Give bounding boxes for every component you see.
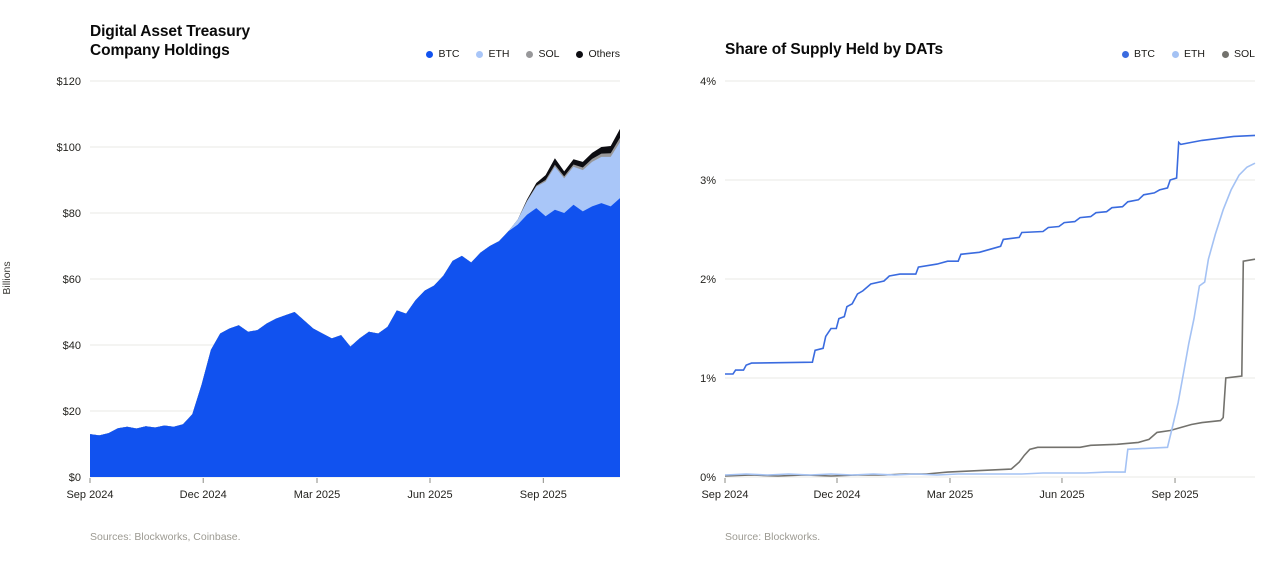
y-tick-label: $60 — [63, 274, 81, 286]
holdings-plot: $0 $20 $40 $60 $80 $100 $120 Sep 2024 Dec 2024 Ma… — [57, 76, 620, 501]
x-tick-label: Mar 2025 — [294, 489, 340, 501]
x-tick-label: Dec 2024 — [813, 489, 860, 501]
y-tick-label: $40 — [63, 340, 81, 352]
sol-line — [724, 258, 1256, 477]
share-of-supply-legend: BTC ETH SOL — [1121, 48, 1255, 60]
share-of-supply-plot: 0% 1% 2% 3% 4% Sep 2024 Dec 2024 Mar 2025 Jun 20… — [700, 76, 1256, 501]
x-tick-label: Dec 2024 — [180, 489, 227, 501]
legend-label-eth: ETH — [488, 48, 510, 60]
share-of-supply-source-note: Source: Blockworks. — [725, 531, 821, 543]
legend-item-others: Others — [576, 48, 620, 60]
legend-item-eth: ETH — [1171, 48, 1205, 60]
x-tick-label: Sep 2024 — [66, 489, 113, 501]
x-tick-label: Jun 2025 — [407, 489, 452, 501]
btc-legend-dot-icon — [1121, 50, 1129, 58]
legend-label-btc: BTC — [1133, 48, 1155, 60]
eth-legend-dot-icon — [1171, 50, 1179, 58]
sol-legend-dot-icon — [1221, 50, 1229, 58]
y-tick-label: 3% — [700, 175, 716, 187]
eth-legend-dot-icon — [476, 50, 484, 58]
legend-item-btc: BTC — [1121, 48, 1155, 60]
y-tick-label: 2% — [700, 274, 716, 286]
legend-label-others: Others — [588, 48, 620, 60]
y-tick-label: 0% — [700, 472, 716, 484]
y-tick-label: $100 — [57, 142, 81, 154]
holdings-chart-title: Digital Asset Treasury Company Holdings — [90, 22, 250, 60]
x-tick-label: Mar 2025 — [927, 489, 973, 501]
y-tick-label: $120 — [57, 76, 81, 88]
x-tick-label: Sep 2025 — [1151, 489, 1198, 501]
legend-item-btc: BTC — [426, 48, 459, 60]
legend-label-eth: ETH — [1183, 48, 1205, 60]
y-tick-label: $80 — [63, 208, 81, 220]
y-tick-label: $20 — [63, 406, 81, 418]
btc-legend-dot-icon — [426, 50, 434, 58]
holdings-source-note: Sources: Blockworks, Coinbase. — [90, 531, 241, 543]
others-legend-dot-icon — [576, 50, 584, 58]
y-tick-label: 1% — [700, 373, 716, 385]
x-tick-label: Sep 2025 — [520, 489, 567, 501]
holdings-chart-panel: $0 $20 $40 $60 $80 $100 $120 Sep 2024 Dec 2024 Ma… — [1, 22, 620, 543]
share-of-supply-chart-panel: 0% 1% 2% 3% 4% Sep 2024 Dec 2024 Mar 2025 Jun 20… — [640, 0, 1280, 561]
sol-legend-dot-icon — [526, 50, 534, 58]
eth-line — [724, 162, 1256, 476]
btc-line — [725, 134, 1256, 375]
legend-item-sol: SOL — [526, 48, 559, 60]
legend-item-eth: ETH — [476, 48, 509, 60]
share-title-line-1: Share of Supply Held by DATs — [725, 41, 943, 58]
legend-label-sol: SOL — [1233, 48, 1255, 60]
holdings-y-axis-title: Billions — [1, 261, 13, 295]
holdings-title-line-2: Company Holdings — [90, 42, 230, 59]
holdings-legend: BTC ETH SOL Others — [426, 48, 620, 60]
x-tick-label: Jun 2025 — [1039, 489, 1084, 501]
legend-label-sol: SOL — [538, 48, 560, 60]
legend-label-btc: BTC — [438, 48, 460, 60]
x-tick-label: Sep 2024 — [701, 489, 748, 501]
btc-area — [90, 198, 620, 477]
y-tick-label: 4% — [700, 76, 716, 88]
y-tick-label: $0 — [69, 472, 81, 484]
legend-item-sol: SOL — [1221, 48, 1255, 60]
holdings-title-line-1: Digital Asset Treasury — [90, 23, 251, 40]
share-of-supply-chart-title: Share of Supply Held by DATs — [725, 40, 943, 59]
